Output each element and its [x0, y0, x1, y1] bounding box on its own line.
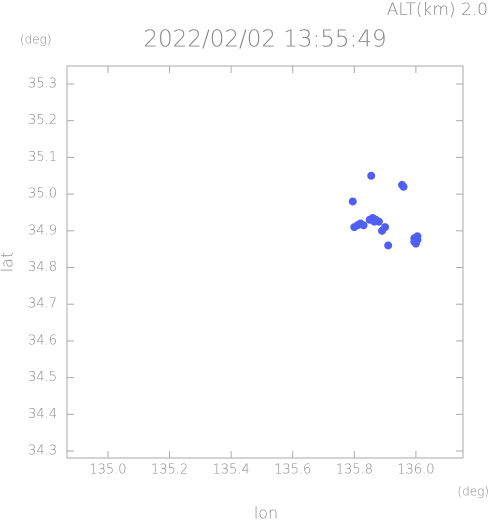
echo-point	[399, 182, 408, 191]
echo-point	[348, 197, 357, 206]
altitude: ALT(km) 2.0	[387, 0, 488, 20]
plot-frame	[66, 65, 464, 459]
x-tick-label: 135.0	[89, 463, 126, 478]
x-tick-label: 135.2	[151, 463, 188, 478]
y-axis-label: lat	[0, 252, 17, 273]
echo-point	[350, 223, 359, 232]
y-tick-label: 35.3	[28, 76, 57, 91]
x-unit: (deg)	[457, 485, 489, 499]
x-tick-label: 135.6	[274, 463, 311, 478]
y-tick-label: 35.1	[28, 150, 57, 165]
y-tick-label: 34.7	[28, 297, 57, 312]
x-tick-label: 135.8	[336, 463, 373, 478]
echo-point	[384, 241, 393, 250]
echo-point	[413, 232, 422, 241]
echo-point	[370, 217, 379, 226]
echo-point	[367, 171, 376, 180]
y-tick-label: 34.9	[28, 223, 57, 238]
y-tick-label: 35.0	[28, 187, 57, 202]
y-unit: (deg)	[20, 33, 52, 47]
y-tick-label: 34.8	[28, 260, 57, 275]
y-tick-label: 34.3	[28, 444, 57, 459]
x-tick-label: 135.4	[213, 463, 250, 478]
echo-point	[359, 221, 368, 230]
y-tick-label: 34.4	[28, 407, 57, 422]
y-tick-label: 34.6	[28, 333, 57, 348]
x-axis-label: lon	[254, 504, 278, 521]
chart-title: 2022/02/02 13:55:49	[143, 27, 386, 53]
y-tick-label: 35.2	[28, 113, 57, 128]
echo-point	[378, 226, 387, 235]
x-tick-label: 136.0	[397, 463, 434, 478]
y-tick-label: 34.5	[28, 370, 57, 385]
